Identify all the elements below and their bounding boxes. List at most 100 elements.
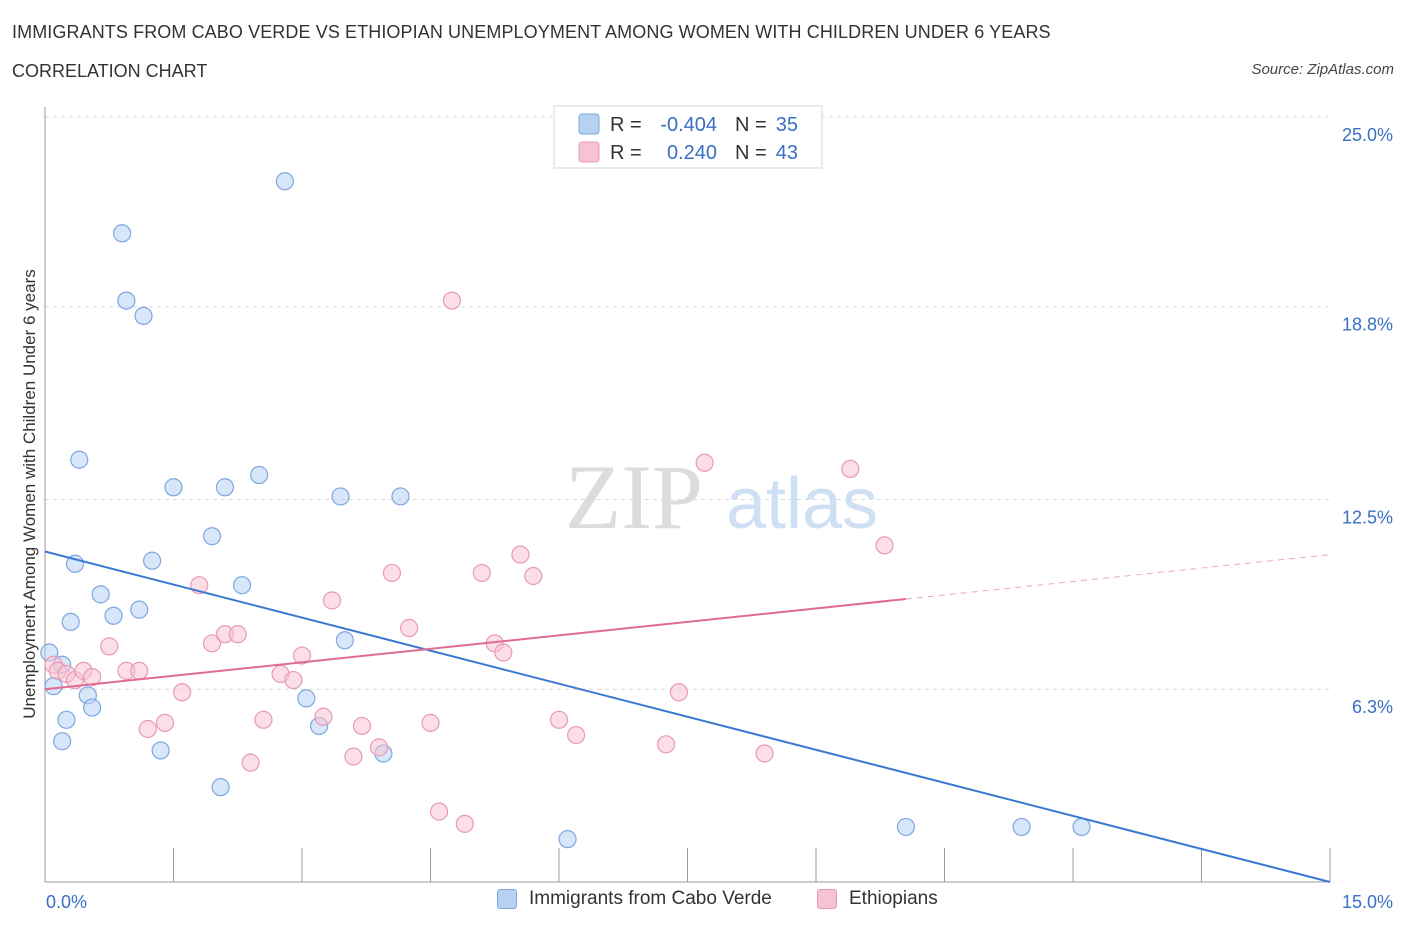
point-ethiopians-36 [524, 566, 543, 586]
point-ethiopians-41 [695, 453, 714, 472]
point-ethiopians-16 [241, 753, 260, 772]
point-cabo-verde-34 [1072, 817, 1091, 837]
y-tick-label-3: 6.3% [1352, 697, 1393, 717]
x-tick-labels: 0.0% 15.0% [46, 892, 1393, 912]
y-tick-label-2: 12.5% [1342, 508, 1393, 528]
series-legend: Immigrants from Cabo Verde Ethiopians [0, 888, 1406, 916]
trend-lines [44, 550, 1331, 883]
point-ethiopians-34 [494, 643, 513, 662]
point-ethiopians-13 [202, 634, 222, 653]
point-cabo-verde-7 [70, 450, 89, 469]
point-ethiopians-20 [292, 646, 312, 665]
point-ethiopians-32 [472, 563, 491, 583]
point-ethiopians-37 [549, 710, 569, 729]
point-cabo-verde-22 [232, 576, 252, 595]
point-cabo-verde-28 [335, 631, 354, 650]
y-tick-label-1: 18.8% [1342, 315, 1393, 335]
chart-subtitle: CORRELATION CHART [12, 61, 208, 81]
point-ethiopians-23 [344, 747, 363, 766]
watermark-zip: ZIP [565, 446, 703, 548]
axes [44, 107, 1331, 883]
point-ethiopians-25 [370, 738, 389, 757]
y-tick-labels: 25.0% 18.8% 12.5% 6.3% [1342, 125, 1393, 717]
point-ethiopians-29 [429, 802, 449, 821]
point-cabo-verde-9 [83, 698, 102, 717]
point-ethiopians-35 [511, 545, 530, 564]
y-tick-label-0: 25.0% [1342, 125, 1393, 145]
point-ethiopians-9 [138, 719, 157, 739]
point-cabo-verde-10 [91, 585, 110, 604]
trend-line-ethiopians [44, 598, 907, 691]
x-tick-label-end: 15.0% [1342, 892, 1393, 912]
legend-swatch-pink [578, 141, 600, 163]
x-tick-label-start: 0.0% [46, 892, 87, 912]
point-cabo-verde-16 [142, 551, 162, 570]
point-ethiopians-31 [455, 814, 474, 833]
source-note: Source: ZipAtlas.com [1251, 61, 1394, 78]
point-ethiopians-38 [567, 726, 586, 745]
legend-swatch-ethiopians [817, 889, 837, 909]
point-ethiopians-43 [841, 459, 860, 478]
legend-label-ethiopians: Ethiopians [849, 888, 938, 909]
point-cabo-verde-13 [117, 291, 136, 310]
point-ethiopians-11 [172, 683, 192, 702]
chart-title: IMMIGRANTS FROM CABO VERDE VS ETHIOPIAN … [12, 22, 1051, 42]
point-ethiopians-44 [875, 536, 894, 555]
gridlines [45, 116, 1330, 690]
legend-item-cabo-verde[interactable]: Immigrants from Cabo Verde [497, 888, 772, 910]
legend-r-label-2: R = [610, 142, 642, 164]
trend-line-cabo-verde [44, 550, 1331, 883]
legend-item-ethiopians[interactable]: Ethiopians [817, 888, 938, 910]
point-ethiopians-21 [314, 707, 333, 726]
point-ethiopians-15 [228, 625, 247, 644]
point-cabo-verde-31 [558, 830, 577, 849]
point-ethiopians-22 [322, 591, 342, 610]
legend-r-value-2: 0.240 [667, 142, 717, 164]
point-cabo-verde-30 [391, 487, 410, 506]
point-cabo-verde-25 [297, 689, 316, 708]
legend-r-label-1: R = [610, 114, 642, 136]
point-ethiopians-39 [656, 735, 676, 754]
point-ethiopians-6 [100, 637, 119, 656]
correlation-legend: R = -0.404 N = 35 R = 0.240 N = 43 [553, 105, 823, 169]
point-cabo-verde-17 [151, 741, 170, 760]
point-cabo-verde-32 [896, 817, 916, 837]
point-cabo-verde-11 [104, 606, 123, 625]
point-cabo-verde-20 [211, 778, 230, 797]
legend-n-label-1: N = [735, 114, 767, 136]
point-ethiopians-40 [669, 683, 689, 702]
point-ethiopians-27 [399, 618, 419, 638]
point-cabo-verde-5 [61, 612, 80, 632]
point-ethiopians-8 [130, 661, 149, 680]
legend-swatch-cabo-verde [497, 889, 517, 909]
point-cabo-verde-4 [57, 710, 76, 729]
point-ethiopians-26 [382, 563, 402, 583]
point-ethiopians-5 [83, 667, 102, 687]
point-ethiopians-28 [421, 713, 440, 732]
point-ethiopians-24 [352, 716, 372, 736]
point-cabo-verde-33 [1012, 817, 1031, 837]
y-axis-label: Unemployment Among Women with Children U… [20, 269, 39, 718]
point-cabo-verde-24 [275, 172, 294, 191]
legend-swatch-blue [578, 113, 600, 135]
point-ethiopians-10 [155, 713, 175, 732]
legend-label-cabo-verde: Immigrants from Cabo Verde [529, 888, 772, 909]
data-points [40, 172, 1091, 849]
trend-line-extension-ethiopians [905, 554, 1331, 600]
point-cabo-verde-1 [44, 677, 63, 696]
point-ethiopians-30 [442, 291, 462, 310]
point-cabo-verde-12 [112, 224, 132, 243]
watermark: ZIP atlas [565, 446, 878, 548]
point-cabo-verde-3 [53, 732, 72, 751]
point-ethiopians-19 [284, 670, 303, 690]
point-cabo-verde-14 [130, 600, 149, 619]
point-cabo-verde-15 [134, 306, 153, 325]
legend-n-value-1: 35 [776, 114, 798, 136]
point-ethiopians-42 [755, 744, 774, 763]
point-cabo-verde-21 [215, 478, 234, 497]
point-ethiopians-17 [254, 710, 273, 729]
legend-n-label-2: N = [735, 142, 767, 164]
legend-r-value-1: -0.404 [660, 114, 717, 136]
point-cabo-verde-18 [164, 478, 183, 497]
